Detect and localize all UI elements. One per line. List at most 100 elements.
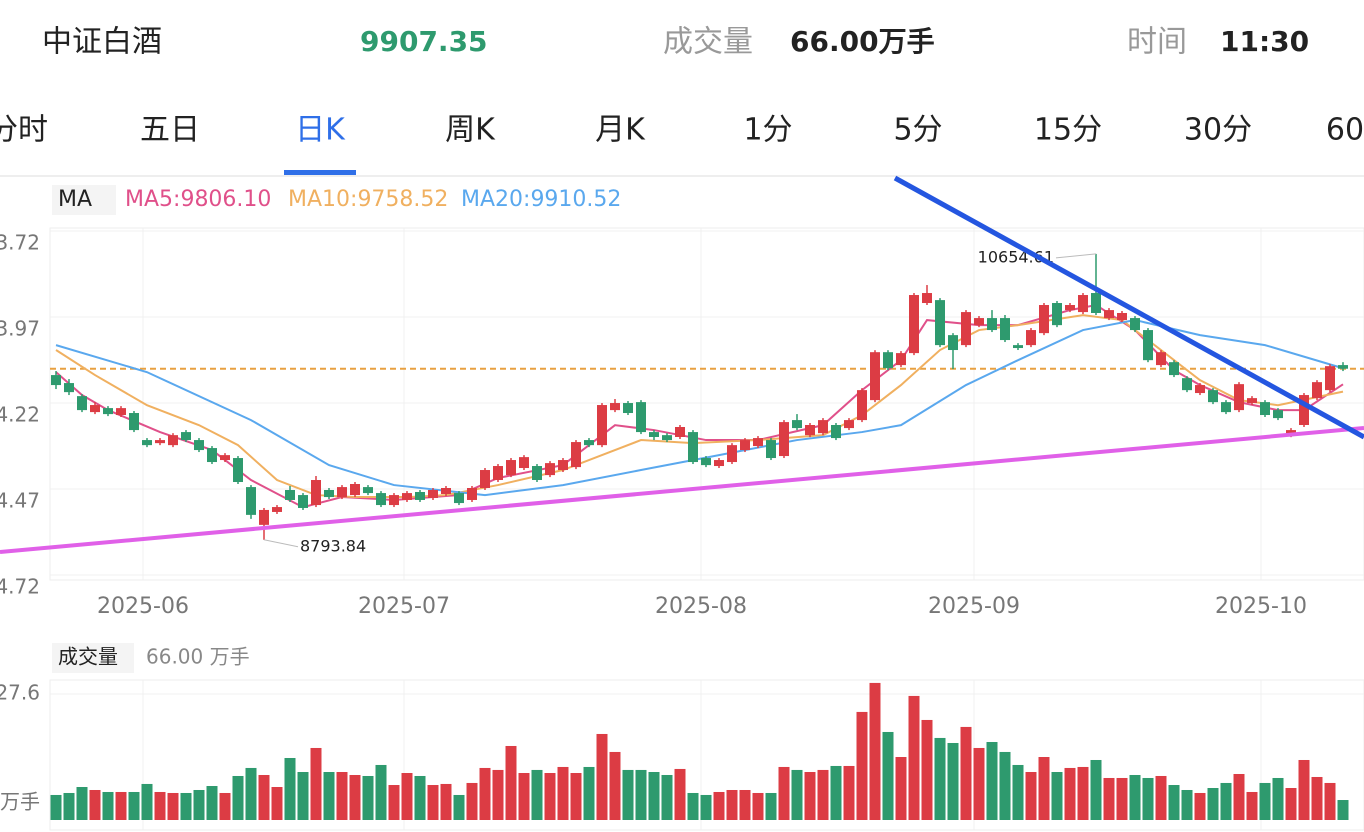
candle-body [142,440,152,446]
candle-body [844,420,854,429]
candle-body [701,458,711,466]
volume-bar [1298,759,1310,820]
tab[interactable]: 五日 [140,113,200,148]
tab[interactable]: 15分 [1034,113,1102,148]
candle-body [246,487,256,515]
volume-bar [427,785,439,820]
volume-bar [544,772,556,820]
candle-body [1026,330,1036,346]
candle-body [350,484,360,496]
candle-body [207,448,217,463]
candle-body [688,432,698,463]
tab[interactable]: 1分 [743,113,792,148]
tab[interactable]: 月K [595,113,646,148]
volume-bar [323,772,335,820]
candle-body [792,420,802,429]
candle-body [1169,362,1179,376]
candle-body [90,405,100,413]
volume-unit: 万手 [0,790,40,814]
candle-body [1338,365,1348,369]
volume-bar [466,782,478,820]
volume-plot-frame [49,679,1364,831]
candle-body [168,435,178,446]
candle-body [883,352,893,369]
volume-bar [1051,772,1063,820]
volume-bar [752,792,764,820]
volume-label: 成交量 [663,25,753,60]
candle-body [870,352,880,401]
candle-body [1000,318,1010,341]
volume-bar [219,792,231,820]
legend-entry: MA10:9758.52 [288,187,448,212]
tab[interactable]: 60分 [1326,113,1364,148]
tab[interactable]: 周K [445,113,496,148]
candle-body [428,489,438,498]
volume-bar [804,772,816,820]
candle-body [64,383,74,393]
volume-bar [1025,772,1037,820]
volume-bar [479,767,491,820]
volume-bar [921,719,933,820]
candle-body [558,460,568,471]
y-tick-label: 9684.22 [0,403,40,427]
volume-bar [1181,789,1193,820]
tab[interactable]: 日K [295,113,346,148]
candle-body [103,408,113,415]
price: 9907.35 [360,25,488,58]
candle-body [272,507,282,512]
volume-bar [856,711,868,820]
volume-tag [52,643,134,673]
candle-body [1052,303,1062,326]
candle-body [909,295,919,354]
candle-body [337,487,347,498]
candle-body [571,442,581,468]
volume-bar [258,774,270,820]
candle-body [1143,330,1153,361]
volume-bar [908,695,920,820]
volume-bar [739,789,751,820]
volume-bar [1012,764,1024,820]
volume-bar [1285,788,1297,820]
volume-bar [1194,792,1206,820]
candle-body [857,390,867,421]
volume-bar [76,787,88,820]
index-name: 中证白酒 [42,25,162,60]
volume-bar [1103,777,1115,820]
volume: 66.00万手 [790,25,935,58]
tab[interactable]: 5分 [893,113,942,148]
volume-bar [596,733,608,820]
candle-body [220,455,230,461]
price-plot-frame [49,227,1364,581]
volume-bar [1038,757,1050,820]
candle-body [285,489,295,500]
y-tick-label: 10803.72 [0,231,40,255]
candle-body [415,491,425,500]
volume-bar [1311,776,1323,820]
x-tick-label: 2025-06 [97,594,189,619]
volume-bar [518,772,530,820]
volume-bar [973,747,985,820]
candle-body [727,445,737,463]
volume-bar [232,775,244,820]
candle-body [298,495,308,508]
candle-body [194,440,204,451]
volume-bar [1142,777,1154,820]
volume-bar [726,789,738,820]
volume-bar [817,769,829,820]
tab[interactable]: 分时 [0,113,48,148]
candle-body [480,470,490,488]
tab[interactable]: 30分 [1184,113,1252,148]
y-tick-label: 8564.72 [0,575,40,599]
candle-body [1104,310,1114,319]
volume-bar [206,786,218,820]
volume-bar [1207,788,1219,820]
volume-bar [765,792,777,820]
legend-entry: MA20:9910.52 [461,187,621,212]
x-tick-label: 2025-10 [1215,594,1307,619]
volume-bar [492,769,504,820]
volume-bar [869,682,881,820]
candle-body [519,457,529,469]
volume-bar [453,794,465,820]
candle-body [1273,410,1283,419]
